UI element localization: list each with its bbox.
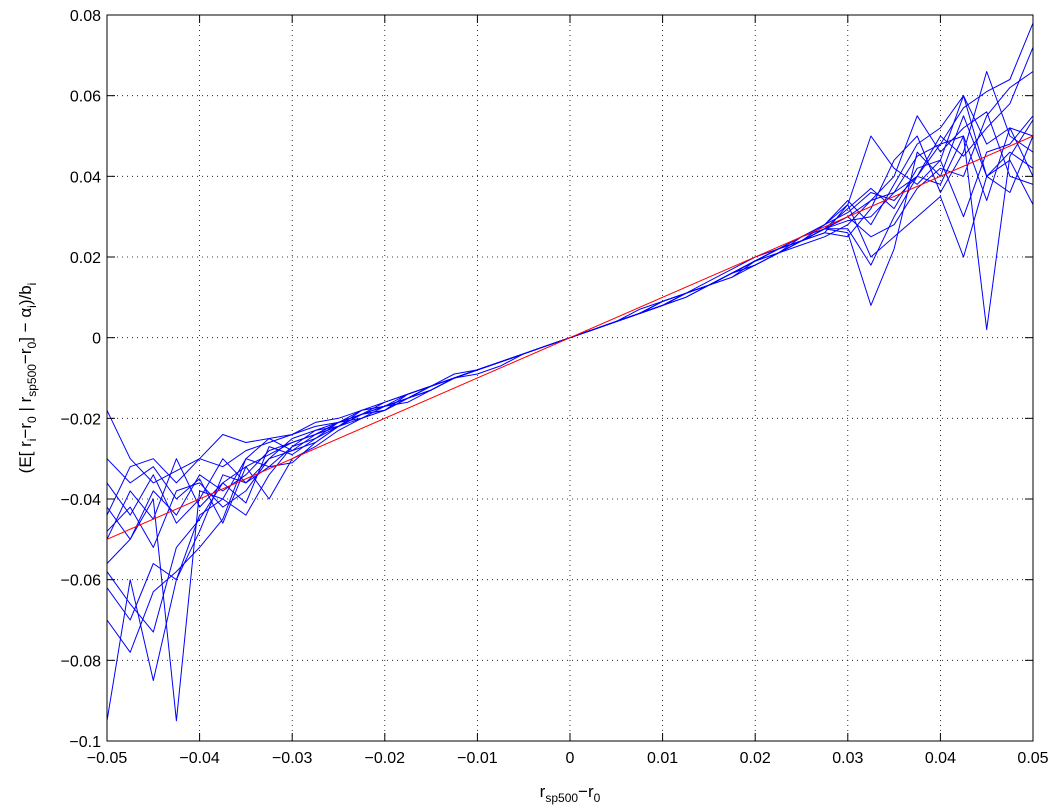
reference-line-path [106,135,1034,540]
y-tick-label: −0.08 [61,653,102,670]
x-tick-label: −0.03 [272,750,313,767]
y-tick-label: −0.04 [61,492,102,509]
plot-background [107,15,1033,741]
y-tick-labels: −0.1 −0.08 −0.06 −0.04 −0.02 0 0.02 0.04 0.06 0.0… [61,8,102,751]
x-tick-label: 0 [566,750,575,767]
x-tick-label: −0.02 [365,750,406,767]
y-tick-label: 0.02 [70,250,101,267]
x-tick-label: 0.03 [832,750,863,767]
x-tick-label: 0.04 [925,750,956,767]
y-tick-label: 0 [92,331,101,348]
y-tick-label: −0.02 [61,411,102,428]
reference-line [106,135,1034,540]
x-tick-labels: −0.05 −0.04 −0.03 −0.02 −0.01 0 0.01 0.02 0.03 0.… [87,750,1049,767]
x-tick-label: −0.05 [87,750,128,767]
x-tick-label: −0.01 [457,750,498,767]
axis-ticks [106,14,1034,742]
x-axis-label: rsp500−r0 [540,782,601,805]
x-tick-label: 0.01 [647,750,678,767]
x-tick-label: −0.04 [179,750,220,767]
y-tick-label: −0.06 [61,573,102,590]
y-tick-label: 0.04 [70,169,101,186]
y-tick-label: 0.06 [70,89,101,106]
x-tick-label: 0.05 [1017,750,1048,767]
y-tick-label: −0.1 [69,734,101,751]
y-tick-label: 0.08 [70,8,101,25]
x-tick-label: 0.02 [740,750,771,767]
y-axis-label: (E[ ri−r0 | rsp500−r0] − αi)/bi [16,283,39,474]
